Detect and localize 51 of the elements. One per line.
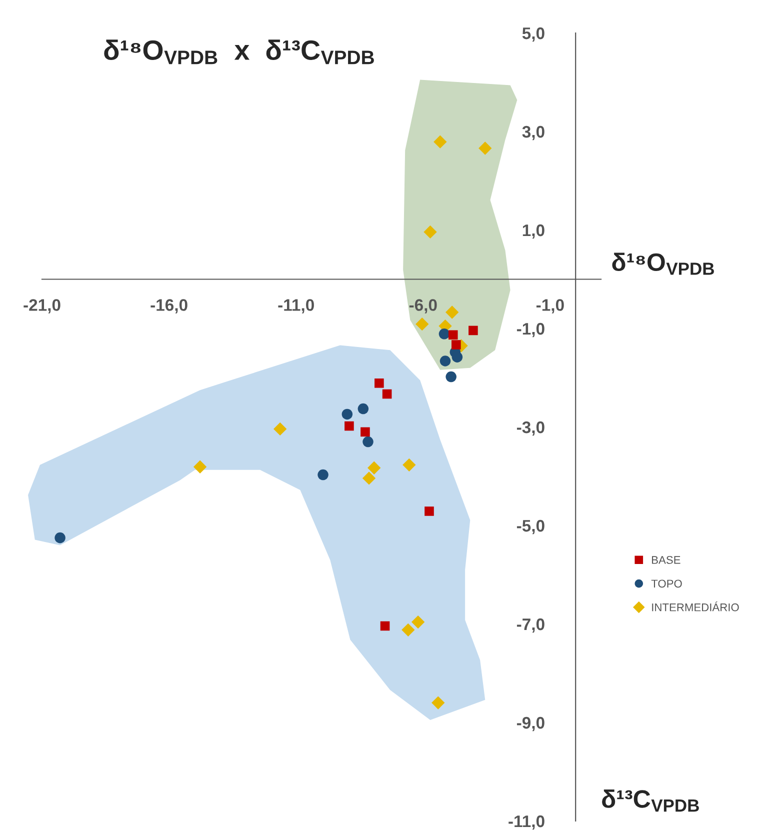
point	[193, 460, 207, 474]
point	[432, 696, 445, 710]
x-tick-label: -1,0	[536, 299, 564, 314]
x-tick-label: -11,0	[278, 299, 314, 314]
x-tick-label: -16,0	[150, 299, 188, 314]
x-tick-label: -21,0	[24, 299, 60, 314]
point	[402, 458, 416, 472]
y-tick-label: -5,0	[516, 520, 544, 534]
point	[434, 135, 447, 148]
point	[452, 340, 461, 350]
point	[440, 356, 451, 366]
point	[318, 469, 328, 480]
point	[342, 408, 353, 420]
y-tick-label: -3,0	[516, 421, 544, 436]
y-tick-label: -11,0	[508, 815, 544, 830]
point	[446, 371, 456, 382]
point	[424, 506, 434, 516]
point	[468, 326, 478, 336]
point	[416, 317, 429, 331]
point	[374, 378, 384, 388]
point	[344, 421, 354, 431]
point	[360, 427, 370, 437]
point	[273, 422, 287, 436]
point	[478, 142, 492, 155]
y-tick-label: -7,0	[516, 618, 544, 633]
point	[446, 306, 459, 319]
chart-title: δ¹⁸O$_{VPDB}$ x δ¹³C$_{VPDB}$	[104, 40, 374, 64]
point	[452, 352, 463, 362]
point	[54, 532, 66, 544]
legend-label: BASE	[652, 556, 680, 564]
y-tick-label: 3,0	[522, 126, 544, 140]
point	[362, 436, 374, 448]
point	[368, 461, 381, 474]
point	[362, 472, 376, 485]
y-tick-label: 5,0	[522, 27, 544, 42]
point	[438, 328, 450, 340]
point	[382, 389, 392, 399]
point	[448, 330, 458, 340]
point	[358, 403, 369, 414]
point	[424, 225, 437, 239]
legend-label: INTERMEDIÁRIO	[652, 602, 739, 612]
point	[402, 623, 415, 636]
legend-label: TOPO	[651, 580, 682, 588]
x-axis-title: δ¹⁸O$_{VPDB}$	[612, 252, 714, 275]
y-tick-label: -1,0	[516, 322, 544, 338]
y-axis-title: δ¹³C$_{VPDB}$	[602, 790, 699, 812]
y-tick-label: 1,0	[522, 224, 544, 239]
x-tick-label: -6,0	[409, 299, 437, 314]
y-tick-label: -9,0	[516, 716, 544, 732]
point	[411, 615, 425, 629]
point	[380, 621, 390, 631]
